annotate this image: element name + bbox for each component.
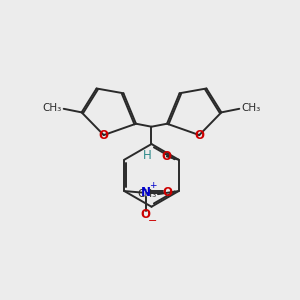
Text: O: O <box>99 129 109 142</box>
Text: O: O <box>141 208 151 221</box>
Text: −: − <box>148 216 157 226</box>
Text: H: H <box>143 149 152 162</box>
Text: O: O <box>162 150 172 163</box>
Text: +: + <box>149 182 156 190</box>
Text: O: O <box>162 186 172 199</box>
Text: CH₃: CH₃ <box>242 103 261 113</box>
Text: N: N <box>141 186 151 199</box>
Text: CH₃: CH₃ <box>137 189 157 199</box>
Text: O: O <box>194 129 204 142</box>
Text: CH₃: CH₃ <box>42 103 61 113</box>
